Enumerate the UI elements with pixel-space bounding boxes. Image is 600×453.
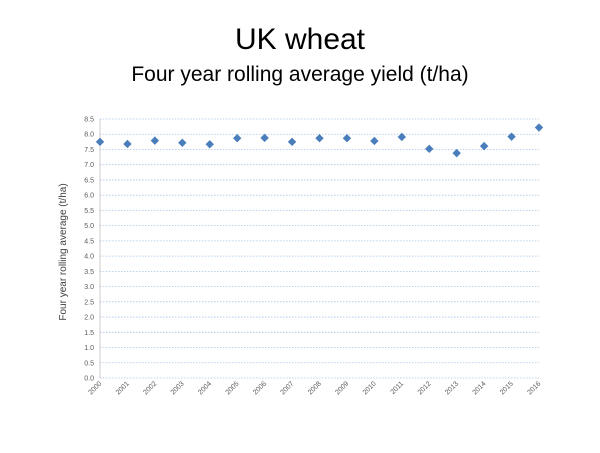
x-tick-label: 2005 (225, 380, 241, 396)
x-tick-label: 2004 (197, 380, 213, 396)
y-tick-label: 0.0 (84, 376, 94, 383)
x-tick-label: 2016 (526, 380, 542, 396)
x-tick-label: 2013 (444, 380, 460, 396)
x-tick-label: 2008 (307, 380, 323, 396)
data-point (123, 139, 132, 149)
y-tick-label: 0.5 (84, 360, 94, 367)
gridlines (99, 118, 539, 379)
x-tick-label: 2014 (472, 380, 488, 396)
data-points (95, 123, 544, 158)
x-tick-label: 2015 (499, 380, 515, 396)
y-tick-label: 5.5 (84, 208, 94, 215)
x-tick-label: 2009 (334, 380, 350, 396)
x-tick-label: 2010 (362, 380, 378, 396)
data-point (205, 140, 214, 149)
y-tick-label: 6.0 (84, 193, 94, 200)
x-axis-ticks: 2000 2001 2002 2003 2004 2005 2006 2007 2008 2009… (87, 380, 542, 396)
x-tick-label: 2001 (115, 380, 131, 396)
data-point (342, 133, 352, 143)
data-point (397, 132, 407, 142)
data-point (425, 144, 434, 154)
y-tick-label: 7.0 (84, 162, 94, 169)
data-point (95, 137, 105, 147)
y-tick-label: 5.0 (84, 223, 94, 230)
data-point (287, 137, 297, 147)
data-point (260, 133, 269, 143)
data-point (232, 133, 242, 143)
data-point (178, 138, 187, 147)
y-tick-label: 8.5 (84, 117, 94, 124)
x-tick-label: 2003 (170, 380, 186, 396)
x-tick-label: 2011 (390, 380, 406, 396)
y-tick-label: 4.0 (84, 254, 94, 261)
y-tick-label: 1.0 (84, 345, 94, 352)
x-tick-label: 2006 (252, 380, 268, 396)
y-tick-label: 1.5 (84, 330, 94, 337)
y-tick-label: 6.5 (84, 177, 94, 184)
x-tick-label: 2012 (417, 380, 433, 396)
y-tick-label: 4.5 (84, 238, 94, 245)
y-tick-label: 7.5 (84, 147, 94, 154)
data-point (315, 133, 324, 143)
data-point (507, 132, 516, 141)
x-tick-label: 2002 (142, 380, 158, 396)
data-point (452, 148, 461, 158)
data-point (370, 136, 379, 146)
data-point (479, 141, 489, 151)
data-point (150, 136, 160, 145)
chart-title: UK wheat (234, 23, 366, 56)
y-tick-label: 3.0 (84, 284, 94, 291)
chart-subtitle: Four year rolling average yield (t/ha) (131, 63, 469, 86)
x-tick-label: 2007 (280, 380, 296, 396)
data-point (534, 123, 544, 132)
y-tick-label: 3.5 (84, 269, 94, 276)
y-axis-ticks: 0.0 0.5 1.0 1.5 2.0 2.5 3.0 3.5 4.0 4.5 5.0 5.5 6.0 6… (84, 117, 94, 383)
y-tick-label: 2.5 (84, 299, 94, 306)
y-tick-label: 2.0 (84, 315, 94, 322)
x-tick-label: 2000 (87, 380, 103, 396)
y-axis-label: Four year rolling average (t/ha) (58, 183, 69, 320)
y-tick-label: 8.0 (84, 132, 94, 139)
